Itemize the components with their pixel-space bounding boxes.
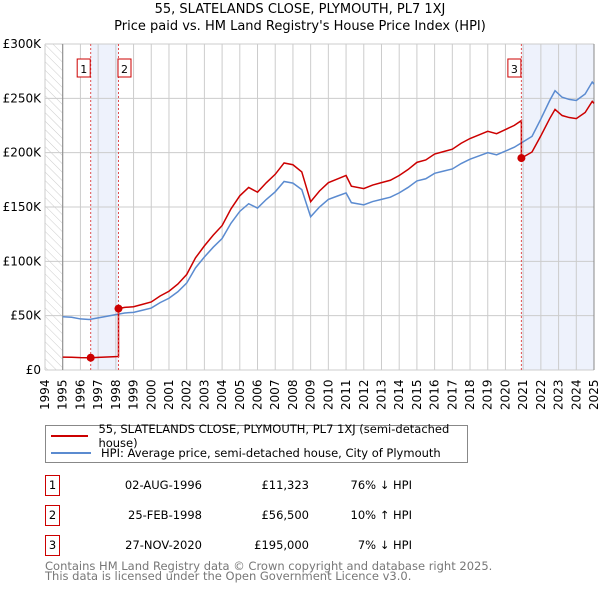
x-tick-label: 2005 [233,379,247,410]
x-tick-label: 2024 [569,379,583,410]
x-tick-label: 1994 [38,379,52,410]
x-tick-label: 2002 [180,379,194,410]
sale-marker-label-box [76,58,91,78]
y-tick-label: £100K [3,254,43,268]
sale-row: 2 25-FEB-1998 £56,500 10% ↑ HPI [45,505,445,527]
y-tick-label: £250K [3,91,43,105]
legend-item-property: 55, SLATELANDS CLOSE, PLYMOUTH, PL7 1XJ … [46,422,467,450]
y-tick-label: £150K [3,200,43,214]
x-tick-label: 2001 [162,379,176,410]
x-tick-label: 2000 [144,379,158,410]
x-tick-label: 2009 [304,379,318,410]
sale-marker-label: 1 [80,63,87,76]
footer-copyright: Contains HM Land Registry data © Crown c… [45,559,493,573]
x-tick-label: 2014 [392,379,406,410]
sale-hpi-diff: 10% ↑ HPI [350,508,412,522]
x-tick-label: 2025 [587,379,600,410]
x-tick-label: 2016 [428,379,442,410]
legend-swatch-property [51,434,89,437]
sale-price: £11,323 [261,478,309,492]
x-tick-label: 1998 [109,379,123,410]
sale-point [517,154,526,163]
x-tick-label: 2011 [339,379,353,410]
y-tick-label: £300K [3,37,43,51]
legend-swatch-hpi [51,451,91,454]
x-tick-label: 2022 [534,379,548,410]
sale-marker-label: 3 [511,63,518,76]
x-tick-label: 2007 [268,379,282,410]
x-tick-label: 1997 [91,379,105,410]
y-tick-label: £50K [10,309,42,323]
chart-title: 55, SLATELANDS CLOSE, PLYMOUTH, PL7 1XJ [154,2,446,17]
x-tick-label: 1995 [56,379,70,410]
x-tick-label: 2004 [215,379,229,410]
x-tick-label: 2018 [463,379,477,410]
sale-marker-box: 3 [45,535,60,556]
sale-hpi-diff: 7% ↓ HPI [357,538,412,552]
legend-item-hpi: HPI: Average price, semi-detached house,… [46,444,441,461]
sale-hpi-diff: 76% ↓ HPI [350,478,412,492]
x-tick-label: 2023 [552,379,566,410]
legend-label-hpi: HPI: Average price, semi-detached house,… [101,445,441,460]
sale-point [86,353,95,362]
x-tick-label: 2008 [286,379,300,410]
x-tick-label: 2020 [498,379,512,410]
sale-marker-box: 1 [45,475,60,496]
sale-marker-label-box [507,58,522,78]
x-tick-label: 2006 [251,379,265,410]
x-tick-label: 1996 [73,379,87,410]
hpi-line [62,80,595,321]
sale-marker-label-box [117,58,132,78]
x-tick-label: 2012 [357,379,371,410]
legend-label-property: 55, SLATELANDS CLOSE, PLYMOUTH, PL7 1XJ … [98,421,450,450]
x-tick-label: 2003 [197,379,211,410]
sale-price: £195,000 [254,538,309,552]
y-tick-label: £200K [3,146,43,160]
x-tick-label: 2019 [481,379,495,410]
x-tick-label: 2013 [374,379,388,410]
legend: 55, SLATELANDS CLOSE, PLYMOUTH, PL7 1XJ … [45,422,468,463]
chart-subtitle: Price paid vs. HM Land Registry's House … [114,19,486,34]
x-tick-label: 2017 [445,379,459,410]
sale-price: £56,500 [261,508,309,522]
x-tick-label: 1999 [127,379,141,410]
sale-date: 27-NOV-2020 [125,538,202,552]
x-tick-label: 2010 [321,379,335,410]
sale-marker-label: 2 [121,63,128,76]
x-tick-label: 2021 [516,379,530,410]
sale-marker-box: 2 [45,505,60,526]
sale-point [114,304,123,313]
x-tick-label: 2015 [410,379,424,410]
sale-row: 3 27-NOV-2020 £195,000 7% ↓ HPI [45,535,445,557]
sale-row: 1 02-AUG-1996 £11,323 76% ↓ HPI [45,475,445,497]
sale-date: 02-AUG-1996 [124,478,202,492]
sale-date: 25-FEB-1998 [128,508,202,522]
y-tick-label: £0 [26,363,41,377]
footer-licence: This data is licensed under the Open Gov… [45,569,412,583]
